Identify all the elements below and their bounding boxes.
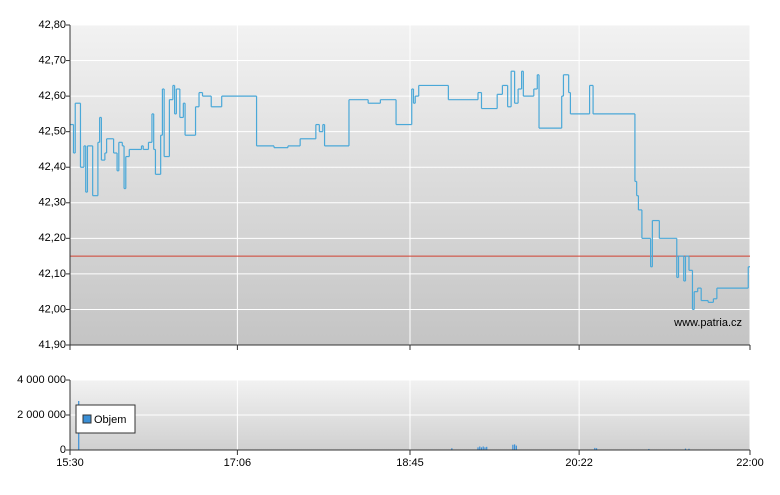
y-tick-label: 42,70 bbox=[38, 54, 66, 66]
y-tick-label: 4 000 000 bbox=[17, 374, 66, 386]
watermark: www.patria.cz bbox=[673, 317, 742, 329]
x-tick-label: 18:45 bbox=[396, 457, 424, 469]
y-tick-label: 42,20 bbox=[38, 232, 66, 244]
volume-bar bbox=[514, 444, 516, 450]
y-tick-label: 42,00 bbox=[38, 303, 66, 315]
volume-bar bbox=[477, 447, 479, 450]
x-tick-label: 22:00 bbox=[736, 457, 764, 469]
volume-bar bbox=[484, 447, 486, 450]
y-tick-label: 42,80 bbox=[38, 19, 66, 31]
x-tick-label: 20:22 bbox=[565, 457, 593, 469]
volume-bar bbox=[486, 446, 488, 450]
y-tick-label: 0 bbox=[60, 444, 66, 456]
y-tick-label: 2 000 000 bbox=[17, 409, 66, 421]
y-tick-label: 42,10 bbox=[38, 268, 66, 280]
legend-swatch bbox=[82, 414, 92, 424]
volume-bar bbox=[648, 448, 650, 450]
volume-bar bbox=[479, 446, 481, 450]
volume-bar bbox=[684, 448, 687, 450]
y-tick-label: 41,90 bbox=[38, 339, 66, 351]
y-tick-label: 42,30 bbox=[38, 197, 66, 209]
y-tick-label: 42,60 bbox=[38, 90, 66, 102]
y-tick-label: 42,50 bbox=[38, 126, 66, 138]
volume-bar bbox=[688, 448, 690, 450]
legend-label: Objem bbox=[94, 414, 126, 426]
volume-bar bbox=[512, 444, 514, 450]
volume-bar bbox=[595, 448, 598, 450]
volume-bar bbox=[480, 447, 483, 450]
x-tick-label: 17:06 bbox=[224, 457, 252, 469]
volume-bar bbox=[594, 447, 596, 450]
volume-bar bbox=[451, 448, 453, 450]
x-tick-label: 15:30 bbox=[56, 457, 84, 469]
volume-bar bbox=[515, 445, 517, 450]
volume-bar bbox=[482, 446, 484, 450]
y-tick-label: 42,40 bbox=[38, 161, 66, 173]
